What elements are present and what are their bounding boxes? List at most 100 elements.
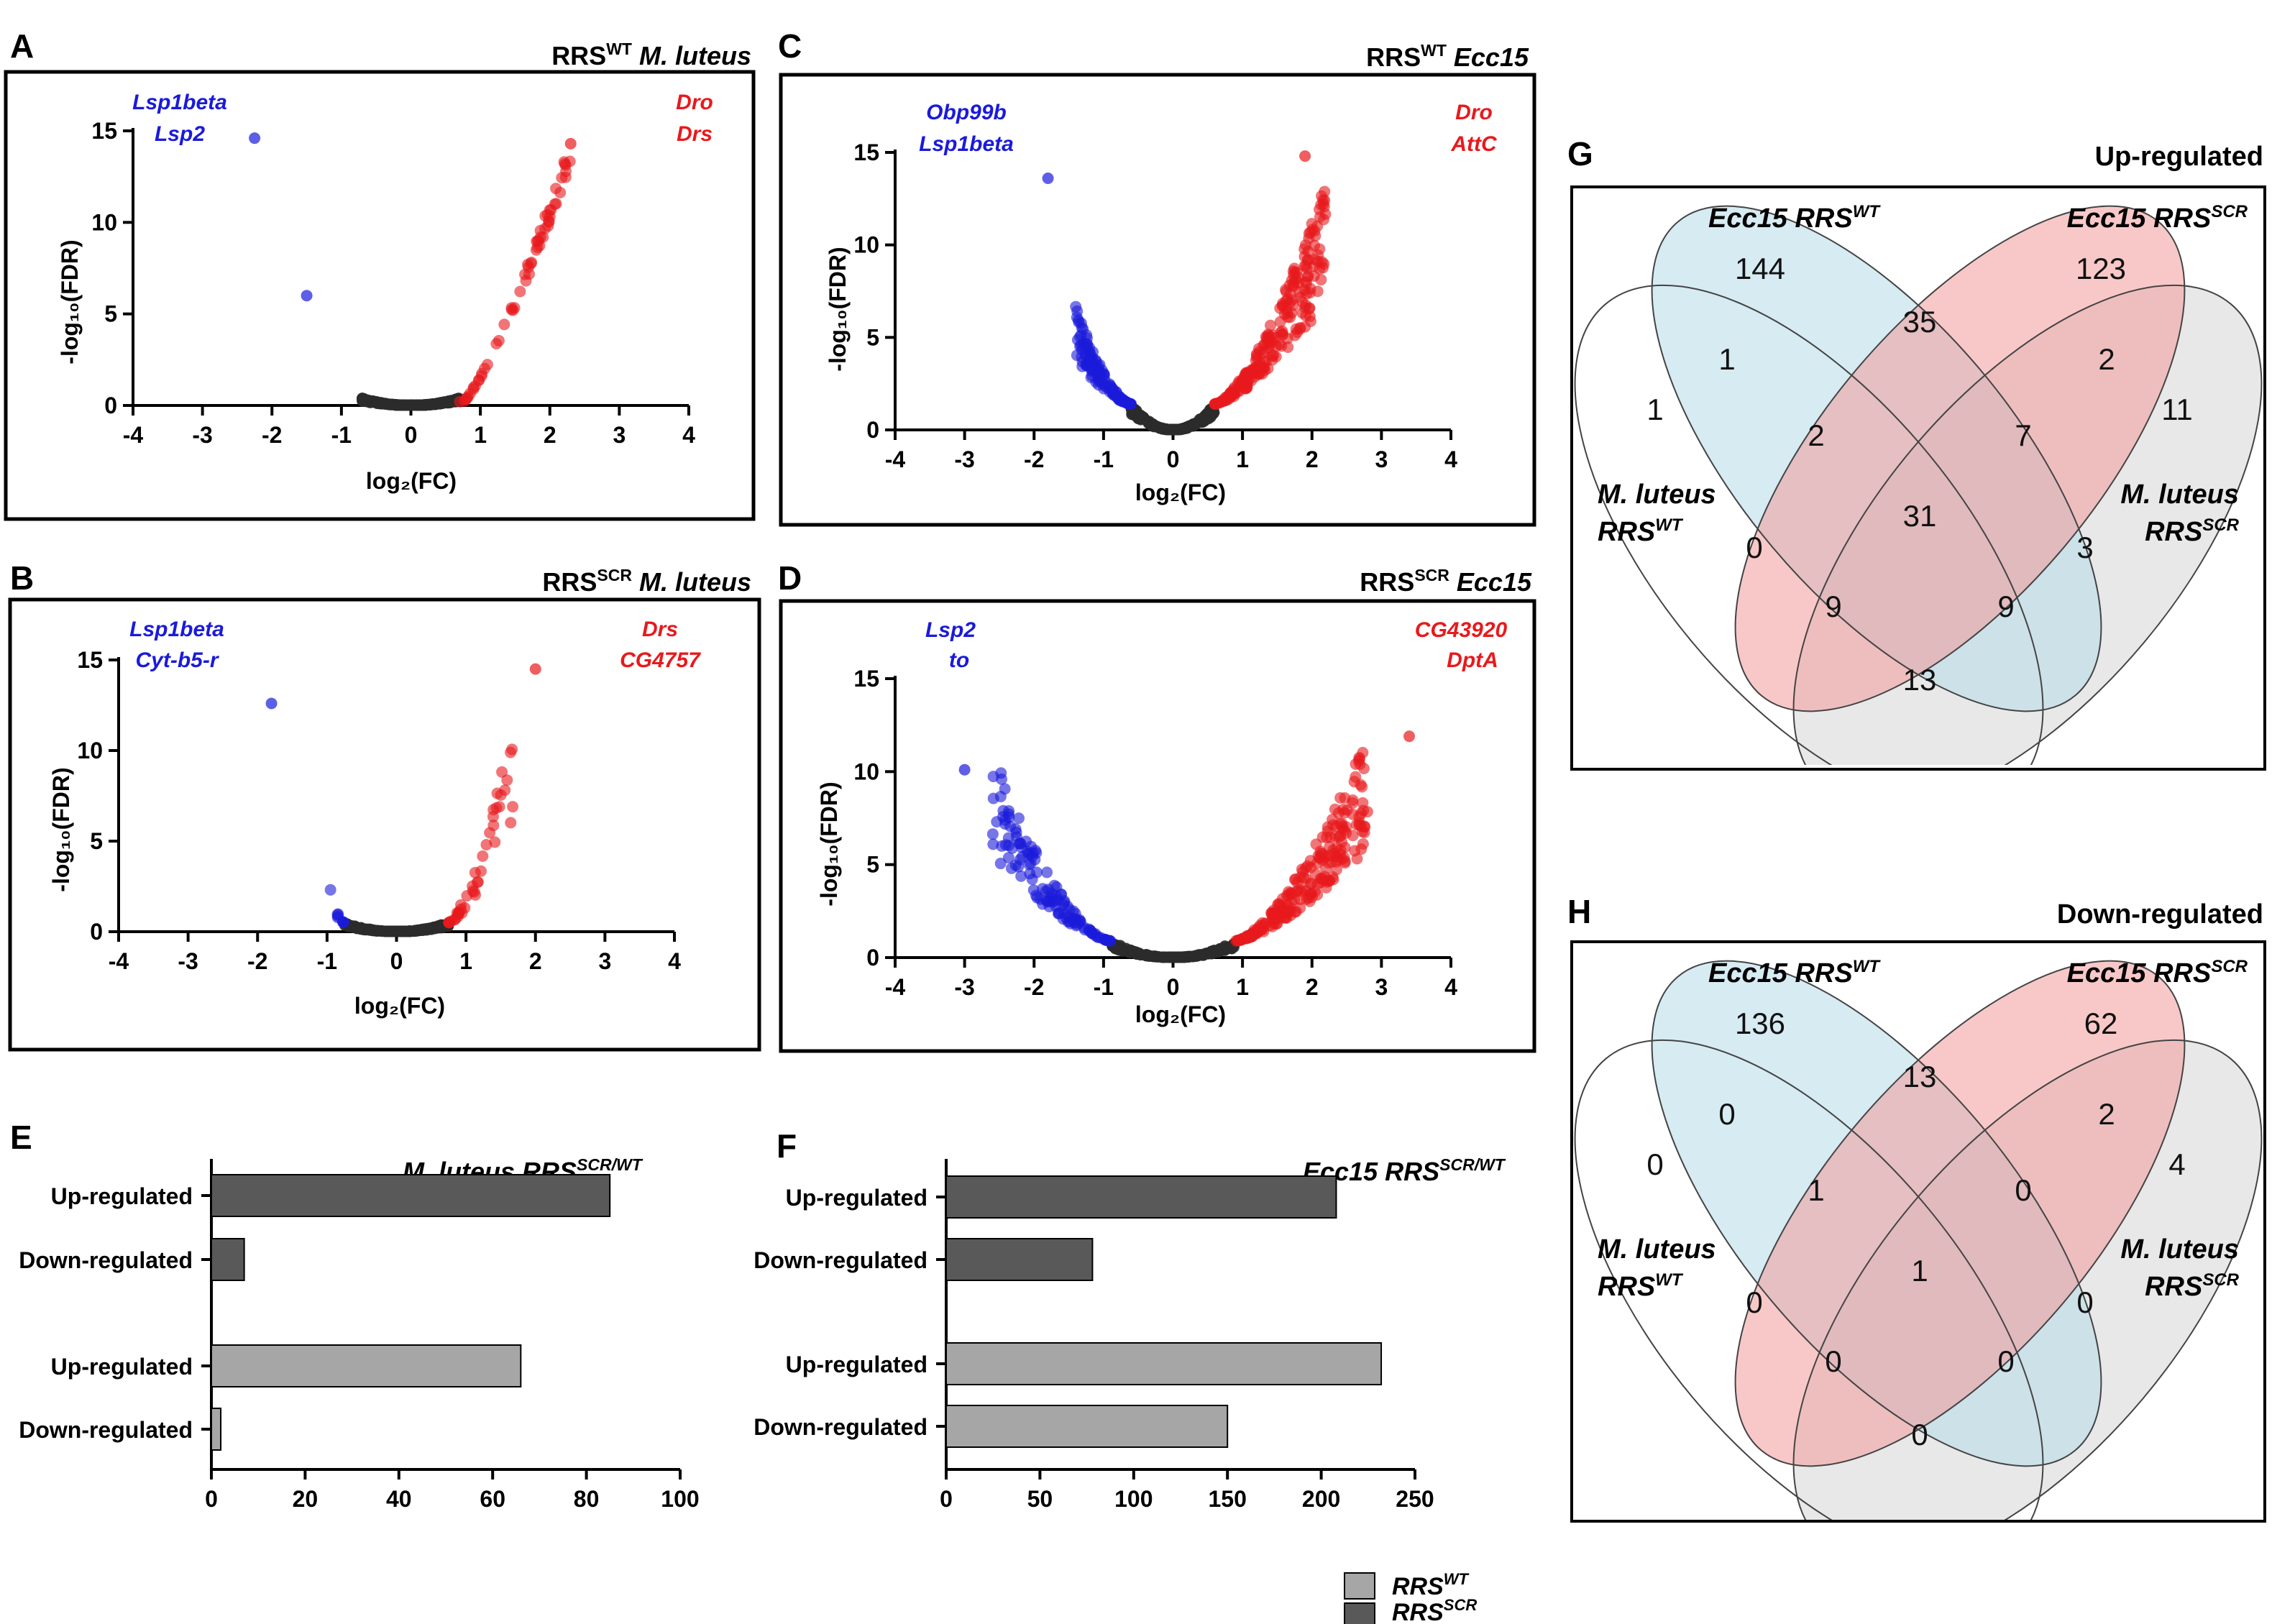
panel-a-point	[550, 183, 562, 195]
panel-c-point	[1312, 255, 1324, 267]
panel-e: E M. luteus RRSSCR/WT 0 20 40 60 80 100Up-reg…	[10, 1119, 700, 1512]
panel-b-x-tick-label: -1	[317, 948, 337, 974]
panel-b-x-tick-label: 2	[529, 948, 542, 974]
panel-d-point	[1350, 818, 1362, 830]
panel-d-point	[987, 771, 999, 783]
panel-a-x-tick-label: -3	[192, 422, 212, 448]
panel-a-down-gene-1: Lsp1beta	[132, 91, 227, 114]
panel-a-point	[467, 383, 480, 395]
panel-c-up-genes: Dro AttC	[1450, 101, 1498, 156]
panel-letter-c: C	[778, 27, 802, 65]
venn-h-outline-eccwt	[1651, 960, 2102, 1467]
panel-c-frame	[779, 73, 1536, 527]
panel-b-y-tick-label: 15	[77, 647, 103, 673]
venn-g-label-ml_wt: M. luteus RRSWT	[1598, 480, 1716, 547]
panel-d-x-tick-label: 3	[1375, 974, 1388, 1000]
panel-b-point	[331, 909, 344, 921]
panel-a-points	[249, 132, 577, 411]
panel-letter-h: H	[1567, 893, 1591, 930]
panel-b-point	[506, 743, 518, 756]
panel-d-point	[986, 828, 999, 840]
venn-g-count-eccscr_only: 123	[2076, 252, 2126, 285]
venn-h-label-ml_wt-main: RRS	[1598, 1272, 1655, 1302]
panel-c-up-gene-2: AttC	[1450, 132, 1498, 156]
venn-h-label-ml_scr: M. luteus RRSSCR	[2120, 1234, 2239, 1302]
panel-c-point	[1147, 418, 1159, 431]
panel-e-bar	[211, 1408, 222, 1451]
venn-h-label-ecc_scr-species: Ecc15	[2067, 958, 2153, 988]
panel-b-point	[454, 903, 467, 915]
panel-a-point	[357, 395, 369, 407]
venn-h-outline-mlscr	[1792, 1039, 2263, 1520]
venn-g-label-ecc_wt-species: Ecc15	[1708, 203, 1795, 234]
panel-e-x-tick-label: 100	[661, 1486, 699, 1512]
panel-c-point	[1306, 218, 1318, 230]
panel-f-x-tick-label: 200	[1302, 1486, 1340, 1512]
panel-c-point	[1274, 316, 1286, 328]
panel-f-title-main: RRS	[1385, 1157, 1439, 1186]
panel-f-category-label: Up-regulated	[786, 1352, 927, 1377]
panel-d-y-tick-label: 5	[866, 852, 879, 878]
panel-d-point	[958, 763, 971, 776]
panel-d-point	[1316, 831, 1329, 843]
venn-g-count-eccwt_mlwt: 1	[1718, 342, 1735, 376]
panel-a-point	[514, 285, 526, 298]
panel-c-point	[1276, 325, 1288, 337]
panel-a-point	[493, 334, 505, 347]
panel-a-x-tick-label: -1	[331, 422, 352, 448]
panel-a-point	[498, 318, 510, 331]
panel-b-point	[418, 924, 430, 936]
venn-h-count-eccscr_only: 62	[2084, 1006, 2118, 1040]
panel-f-category-label: Down-regulated	[753, 1247, 927, 1273]
panel-d-x-tick-label: -4	[885, 974, 906, 1000]
panel-f-category-label: Down-regulated	[753, 1414, 927, 1440]
panel-a-title: RRSWT M. luteus	[551, 40, 751, 70]
venn-h-label-ecc_scr-main: RRS	[2153, 958, 2211, 988]
panel-d-point	[1356, 781, 1368, 793]
panel-b-down-gene-1: Lsp1beta	[129, 618, 224, 641]
panel-d-title-species: Ecc15	[1457, 567, 1532, 597]
venn-g-outline-eccwt	[1651, 205, 2102, 712]
panel-h-frame	[1570, 940, 2266, 1523]
panel-c-point	[1303, 232, 1315, 244]
panel-a-point	[454, 395, 466, 408]
venn-g-count-eccwt_mlscr: 3	[2076, 531, 2093, 564]
venn-g-label-ml_scr-main: RRS	[2145, 517, 2202, 547]
panel-b-point	[477, 850, 489, 862]
panel-e-category-label: Up-regulated	[51, 1183, 193, 1209]
panel-a-y-tick-label: 5	[104, 301, 117, 327]
panel-d-point	[994, 858, 1007, 870]
panel-b-xlabel: log₂(FC)	[354, 993, 445, 1019]
panel-g-frame	[1570, 185, 2266, 771]
panel-c-point	[1167, 423, 1179, 436]
venn-h-count-eccwt_only: 136	[1735, 1006, 1785, 1040]
panel-e-category-label: Down-regulated	[19, 1417, 193, 1443]
venn-h-count-eccwt_eccscr_mlwt: 1	[1808, 1173, 1824, 1207]
panel-a-x-tick-label: 3	[613, 422, 626, 448]
panel-c-point	[1134, 411, 1146, 423]
venn-h-label-ecc_wt-sup: WT	[1853, 957, 1882, 976]
panel-f-x-tick-label: 0	[940, 1486, 953, 1512]
panel-a-xlabel: log₂(FC)	[366, 468, 457, 494]
panel-letter-f: F	[777, 1127, 797, 1165]
panel-d-point	[1350, 771, 1362, 783]
panel-d-point	[1355, 807, 1368, 820]
panel-a-point	[525, 257, 537, 270]
venn-g-count-eccwt_eccscr: 35	[1903, 305, 1937, 339]
panel-c-point	[1042, 173, 1054, 185]
panel-c-up-gene-1: Dro	[1455, 101, 1493, 124]
panel-d-point	[1003, 805, 1015, 817]
panel-d-point	[1296, 863, 1308, 876]
panel-c-point	[1291, 266, 1303, 278]
panel-f-title-space	[1378, 1157, 1385, 1186]
panel-d-plot: -4 -3 -2 -1 0 1 2 3 4 0 5 10 15	[853, 666, 1457, 1000]
panel-d-x-tick-label: -3	[954, 974, 974, 1000]
panel-h: H Down-regulated 136 62 0 4 13 0 2 0 1 0 0 0 1 0 0 Ecc1…	[1567, 893, 2266, 1523]
legend-wt-label: RRSWT	[1392, 1570, 1470, 1600]
panel-b-point	[467, 880, 479, 892]
panel-d-point	[1321, 821, 1334, 833]
panel-c-point	[1301, 254, 1314, 266]
panel-b-point	[489, 836, 501, 848]
panel-c-point	[1104, 378, 1116, 390]
panel-d-y-tick-label: 0	[866, 945, 879, 971]
